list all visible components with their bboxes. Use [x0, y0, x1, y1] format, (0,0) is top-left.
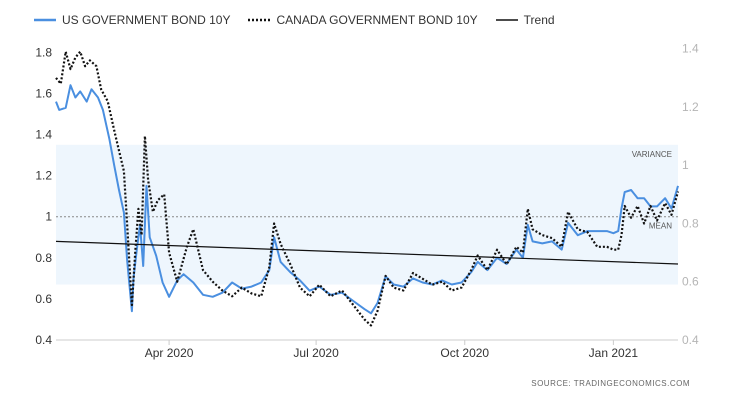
y-left-tick-label: 0.6 — [35, 292, 52, 306]
y-right-tick-label: 0.4 — [682, 333, 699, 347]
x-tick-label: Jul 2020 — [293, 346, 339, 360]
y-right-tick-label: 0.6 — [682, 275, 699, 289]
legend-item-trend[interactable]: Trend — [495, 13, 555, 27]
x-tick-label: Apr 2020 — [145, 346, 194, 360]
y-right-tick-label: 0.8 — [682, 216, 699, 230]
source-credit: SOURCE: TRADINGECONOMICS.COM — [531, 379, 690, 388]
legend-item-canada[interactable]: CANADA GOVERNMENT BOND 10Y — [248, 13, 478, 27]
x-tick-label: Oct 2020 — [440, 346, 489, 360]
chart-legend: US GOVERNMENT BOND 10Y CANADA GOVERNMENT… — [34, 8, 573, 32]
y-right-tick-label: 1.4 — [682, 42, 699, 56]
y-left-tick-label: 0.8 — [35, 251, 52, 265]
y-right-tick-label: 1 — [682, 158, 689, 172]
legend-label-us: US GOVERNMENT BOND 10Y — [62, 13, 231, 27]
legend-label-canada: CANADA GOVERNMENT BOND 10Y — [276, 13, 478, 27]
y-left-tick-label: 1.6 — [35, 86, 52, 100]
series-line-canada — [55, 50, 680, 327]
series-line-trend — [55, 240, 679, 265]
y-left-tick-label: 0.4 — [35, 333, 52, 347]
y-left-tick-label: 1.8 — [35, 45, 52, 59]
variance-band — [56, 144, 678, 285]
mean-label: MEAN — [649, 222, 672, 231]
y-right-tick-label: 1.2 — [682, 100, 699, 114]
variance-label: VARIANCE — [632, 150, 672, 159]
legend-swatch-canada — [248, 18, 271, 22]
legend-label-trend: Trend — [523, 13, 555, 27]
legend-swatch-us — [34, 18, 56, 22]
legend-item-us[interactable]: US GOVERNMENT BOND 10Y — [34, 13, 230, 27]
legend-swatch-trend — [495, 19, 518, 21]
y-left-tick-label: 1.4 — [35, 128, 52, 142]
y-left-tick-label: 1 — [45, 210, 52, 224]
y-left-tick-label: 1.2 — [35, 169, 52, 183]
x-tick-label: Jan 2021 — [589, 346, 639, 360]
